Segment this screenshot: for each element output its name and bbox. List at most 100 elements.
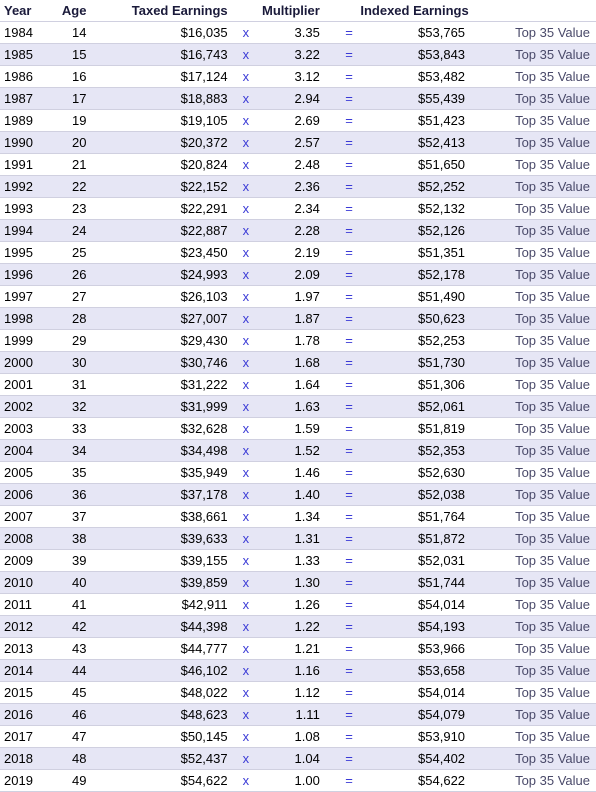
cell-age: 35: [51, 462, 102, 484]
equals-symbol: =: [338, 220, 361, 242]
cell-age: 19: [51, 110, 102, 132]
cell-age: 34: [51, 440, 102, 462]
cell-age: 43: [51, 638, 102, 660]
header-year: Year: [0, 0, 51, 22]
cell-taxed: $44,398: [102, 616, 235, 638]
equals-symbol: =: [338, 462, 361, 484]
cell-mult: 1.00: [256, 770, 338, 792]
cell-year: 2005: [0, 462, 51, 484]
equals-symbol: =: [338, 264, 361, 286]
times-symbol: x: [236, 484, 256, 506]
cell-indexed: $51,872: [360, 528, 473, 550]
cell-indexed: $52,630: [360, 462, 473, 484]
table-row: 198616$17,124x3.12=$53,482Top 35 Value: [0, 66, 596, 88]
cell-taxed: $16,035: [102, 22, 235, 44]
header-row: Year Age Taxed Earnings Multiplier Index…: [0, 0, 596, 22]
cell-top35: Top 35 Value: [473, 704, 596, 726]
earnings-table: Year Age Taxed Earnings Multiplier Index…: [0, 0, 596, 792]
equals-symbol: =: [338, 418, 361, 440]
cell-year: 1991: [0, 154, 51, 176]
cell-top35: Top 35 Value: [473, 154, 596, 176]
cell-taxed: $27,007: [102, 308, 235, 330]
cell-year: 2002: [0, 396, 51, 418]
header-age: Age: [51, 0, 102, 22]
cell-indexed: $54,079: [360, 704, 473, 726]
cell-top35: Top 35 Value: [473, 572, 596, 594]
cell-mult: 1.64: [256, 374, 338, 396]
cell-age: 48: [51, 748, 102, 770]
equals-symbol: =: [338, 154, 361, 176]
cell-top35: Top 35 Value: [473, 220, 596, 242]
cell-top35: Top 35 Value: [473, 682, 596, 704]
cell-age: 22: [51, 176, 102, 198]
cell-year: 1998: [0, 308, 51, 330]
equals-symbol: =: [338, 440, 361, 462]
cell-indexed: $51,650: [360, 154, 473, 176]
cell-year: 2013: [0, 638, 51, 660]
cell-year: 1989: [0, 110, 51, 132]
cell-top35: Top 35 Value: [473, 484, 596, 506]
cell-taxed: $34,498: [102, 440, 235, 462]
cell-mult: 3.12: [256, 66, 338, 88]
cell-top35: Top 35 Value: [473, 132, 596, 154]
cell-indexed: $53,910: [360, 726, 473, 748]
header-multiplier: Multiplier: [256, 0, 338, 22]
cell-year: 2017: [0, 726, 51, 748]
times-symbol: x: [236, 110, 256, 132]
table-row: 198919$19,105x2.69=$51,423Top 35 Value: [0, 110, 596, 132]
cell-mult: 1.78: [256, 330, 338, 352]
times-symbol: x: [236, 638, 256, 660]
table-row: 200838$39,633x1.31=$51,872Top 35 Value: [0, 528, 596, 550]
table-row: 200131$31,222x1.64=$51,306Top 35 Value: [0, 374, 596, 396]
cell-top35: Top 35 Value: [473, 770, 596, 792]
cell-age: 24: [51, 220, 102, 242]
cell-taxed: $54,622: [102, 770, 235, 792]
cell-taxed: $30,746: [102, 352, 235, 374]
cell-top35: Top 35 Value: [473, 638, 596, 660]
times-symbol: x: [236, 572, 256, 594]
cell-mult: 2.94: [256, 88, 338, 110]
table-row: 200535$35,949x1.46=$52,630Top 35 Value: [0, 462, 596, 484]
cell-indexed: $50,623: [360, 308, 473, 330]
cell-top35: Top 35 Value: [473, 396, 596, 418]
cell-age: 21: [51, 154, 102, 176]
times-symbol: x: [236, 242, 256, 264]
cell-mult: 1.30: [256, 572, 338, 594]
cell-year: 2016: [0, 704, 51, 726]
cell-indexed: $52,038: [360, 484, 473, 506]
cell-top35: Top 35 Value: [473, 242, 596, 264]
table-row: 200333$32,628x1.59=$51,819Top 35 Value: [0, 418, 596, 440]
cell-year: 2004: [0, 440, 51, 462]
cell-taxed: $31,222: [102, 374, 235, 396]
cell-taxed: $29,430: [102, 330, 235, 352]
cell-mult: 1.21: [256, 638, 338, 660]
cell-mult: 1.22: [256, 616, 338, 638]
equals-symbol: =: [338, 748, 361, 770]
cell-indexed: $51,423: [360, 110, 473, 132]
equals-symbol: =: [338, 616, 361, 638]
cell-mult: 2.69: [256, 110, 338, 132]
times-symbol: x: [236, 264, 256, 286]
cell-top35: Top 35 Value: [473, 594, 596, 616]
equals-symbol: =: [338, 528, 361, 550]
header-taxed: Taxed Earnings: [102, 0, 235, 22]
table-row: 201545$48,022x1.12=$54,014Top 35 Value: [0, 682, 596, 704]
cell-indexed: $51,819: [360, 418, 473, 440]
equals-symbol: =: [338, 198, 361, 220]
cell-top35: Top 35 Value: [473, 308, 596, 330]
cell-mult: 1.68: [256, 352, 338, 374]
cell-mult: 1.87: [256, 308, 338, 330]
table-row: 200939$39,155x1.33=$52,031Top 35 Value: [0, 550, 596, 572]
times-symbol: x: [236, 660, 256, 682]
cell-age: 44: [51, 660, 102, 682]
cell-mult: 2.34: [256, 198, 338, 220]
cell-year: 1995: [0, 242, 51, 264]
cell-indexed: $51,351: [360, 242, 473, 264]
cell-top35: Top 35 Value: [473, 506, 596, 528]
times-symbol: x: [236, 528, 256, 550]
cell-age: 32: [51, 396, 102, 418]
cell-indexed: $52,413: [360, 132, 473, 154]
cell-top35: Top 35 Value: [473, 660, 596, 682]
cell-year: 1987: [0, 88, 51, 110]
cell-age: 16: [51, 66, 102, 88]
